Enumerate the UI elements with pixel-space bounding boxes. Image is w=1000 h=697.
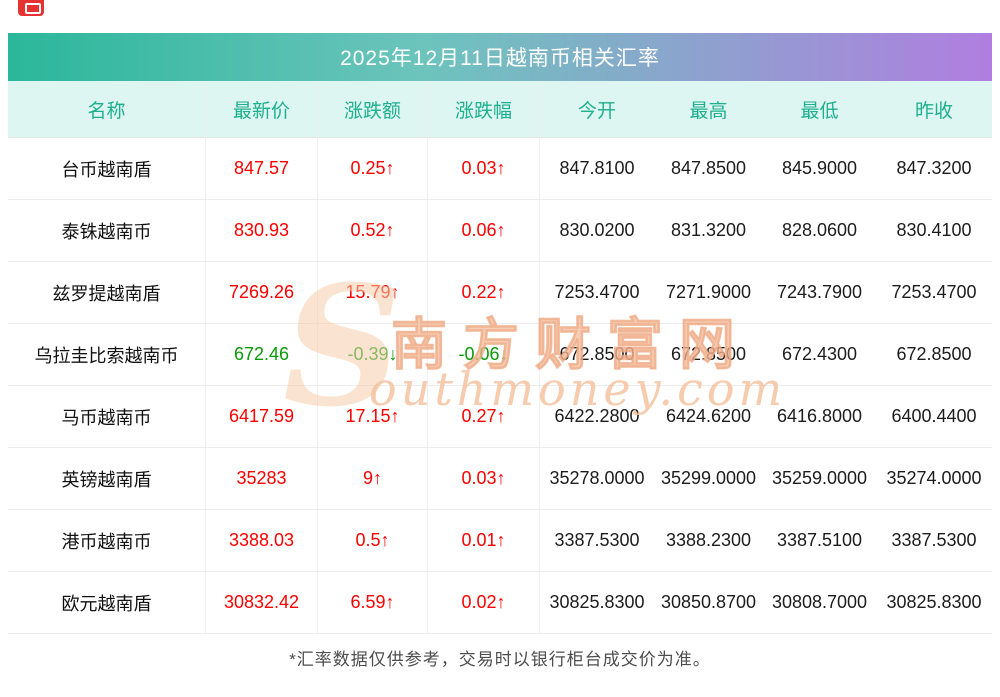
cell-low: 828.0600 — [781, 220, 858, 240]
cell-name: 乌拉圭比索越南币 — [8, 324, 206, 385]
cell-high: 847.8500 — [670, 158, 747, 178]
table-header-row: 名称 最新价 涨跌额 涨跌幅 今开 最高 最低 昨收 — [8, 81, 992, 138]
table-row: 兹罗提越南盾 7269.26 15.79↑ 0.22↑ 7253.4700 7271.90… — [8, 262, 992, 324]
cell-pct: 0.03↑ — [428, 138, 540, 199]
cell-last: 7269.26 — [206, 262, 318, 323]
header-cell: 涨跌额 — [318, 81, 428, 137]
table-row: 泰铢越南币 830.93 0.52↑ 0.06↑ 830.0200 831.3200 828… — [8, 200, 992, 262]
header-cell: 最高 — [689, 100, 728, 122]
table-row: 欧元越南盾 30832.42 6.59↑ 0.02↑ 30825.8300 30850.8… — [8, 572, 992, 634]
cell-name: 港币越南币 — [8, 510, 206, 571]
cell-prev: 7253.4700 — [891, 282, 977, 302]
cell-prev: 30825.8300 — [886, 592, 982, 612]
cell-pct: 0.06↑ — [428, 200, 540, 261]
cell-last: 30832.42 — [206, 572, 318, 633]
cell-high: 7271.9000 — [665, 282, 752, 302]
header-cell: 最低 — [800, 100, 839, 122]
table-row: 英镑越南盾 35283 9↑ 0.03↑ 35278.0000 35299.0000 352… — [8, 448, 992, 510]
cell-name: 台币越南盾 — [8, 138, 206, 199]
cell-high: 3388.2300 — [665, 530, 752, 550]
cell-pct: 0.27↑ — [428, 386, 540, 447]
cell-prev: 3387.5300 — [891, 530, 977, 550]
cell-change: 9↑ — [318, 448, 428, 509]
cell-last: 847.57 — [206, 138, 318, 199]
cell-pct: 0.01↑ — [428, 510, 540, 571]
cell-change: 0.25↑ — [318, 138, 428, 199]
cell-change: 0.52↑ — [318, 200, 428, 261]
cell-prev: 35274.0000 — [886, 468, 982, 488]
cell-high: 30850.8700 — [660, 592, 757, 612]
cell-open: 3387.5300 — [554, 530, 640, 550]
cell-last: 35283 — [206, 448, 318, 509]
page-title: 2025年12月11日越南币相关汇率 — [340, 47, 660, 70]
rate-board: 2025年12月11日越南币相关汇率 名称 最新价 涨跌额 涨跌幅 今开 最高 最低 昨收 台… — [8, 33, 992, 634]
rate-table-body: 台币越南盾 847.57 0.25↑ 0.03↑ 847.8100 847.8500 845… — [8, 138, 992, 634]
cell-open: 847.8100 — [559, 158, 635, 178]
cell-change: 17.15↑ — [318, 386, 428, 447]
table-row: 乌拉圭比索越南币 672.46 -0.39↓ -0.06↓ 672.8500 672.85… — [8, 324, 992, 386]
table-row: 马币越南币 6417.59 17.15↑ 0.27↑ 6422.2800 6424.620… — [8, 386, 992, 448]
cell-name: 欧元越南盾 — [8, 572, 206, 633]
cell-pct: 0.22↑ — [428, 262, 540, 323]
cell-low: 845.9000 — [781, 158, 858, 178]
cell-last: 6417.59 — [206, 386, 318, 447]
cell-name: 泰铢越南币 — [8, 200, 206, 261]
cell-open: 830.0200 — [559, 220, 635, 240]
cell-high: 672.8500 — [670, 344, 747, 364]
cell-change: -0.39↓ — [318, 324, 428, 385]
header-cell: 最新价 — [206, 81, 318, 137]
cell-prev: 847.3200 — [896, 158, 972, 178]
cell-prev: 6400.4400 — [891, 406, 977, 426]
cell-open: 672.8500 — [559, 344, 635, 364]
cell-pct: -0.06↓ — [428, 324, 540, 385]
cell-low: 3387.5100 — [776, 530, 863, 550]
cell-pct: 0.02↑ — [428, 572, 540, 633]
cell-open: 30825.8300 — [549, 592, 645, 612]
cell-prev: 830.4100 — [896, 220, 972, 240]
cell-prev: 672.8500 — [896, 344, 972, 364]
title-bar: 2025年12月11日越南币相关汇率 — [8, 33, 992, 81]
footnote: *汇率数据仅供参考，交易时以银行柜台成交价为准。 — [289, 650, 711, 669]
cell-low: 6416.8000 — [776, 406, 863, 426]
header-cell: 涨跌幅 — [428, 81, 540, 137]
cell-last: 3388.03 — [206, 510, 318, 571]
table-row: 台币越南盾 847.57 0.25↑ 0.03↑ 847.8100 847.8500 845… — [8, 138, 992, 200]
cell-name: 兹罗提越南盾 — [8, 262, 206, 323]
cell-low: 672.4300 — [781, 344, 858, 364]
cell-last: 830.93 — [206, 200, 318, 261]
cell-low: 7243.7900 — [776, 282, 863, 302]
top-left-logo-icon[interactable] — [18, 0, 44, 16]
cell-high: 6424.6200 — [665, 406, 752, 426]
cell-change: 0.5↑ — [318, 510, 428, 571]
cell-pct: 0.03↑ — [428, 448, 540, 509]
cell-last: 672.46 — [206, 324, 318, 385]
cell-change: 15.79↑ — [318, 262, 428, 323]
table-row: 港币越南币 3388.03 0.5↑ 0.01↑ 3387.5300 3388.2300 3… — [8, 510, 992, 572]
cell-name: 英镑越南盾 — [8, 448, 206, 509]
cell-low: 35259.0000 — [771, 468, 868, 488]
cell-open: 7253.4700 — [554, 282, 640, 302]
cell-high: 35299.0000 — [660, 468, 757, 488]
header-cell: 今开 — [577, 100, 616, 122]
cell-high: 831.3200 — [670, 220, 747, 240]
cell-open: 35278.0000 — [549, 468, 645, 488]
cell-open: 6422.2800 — [554, 406, 640, 426]
cell-low: 30808.7000 — [771, 592, 868, 612]
header-cell: 名称 — [8, 81, 206, 137]
cell-name: 马币越南币 — [8, 386, 206, 447]
cell-change: 6.59↑ — [318, 572, 428, 633]
header-cell: 昨收 — [914, 100, 953, 122]
